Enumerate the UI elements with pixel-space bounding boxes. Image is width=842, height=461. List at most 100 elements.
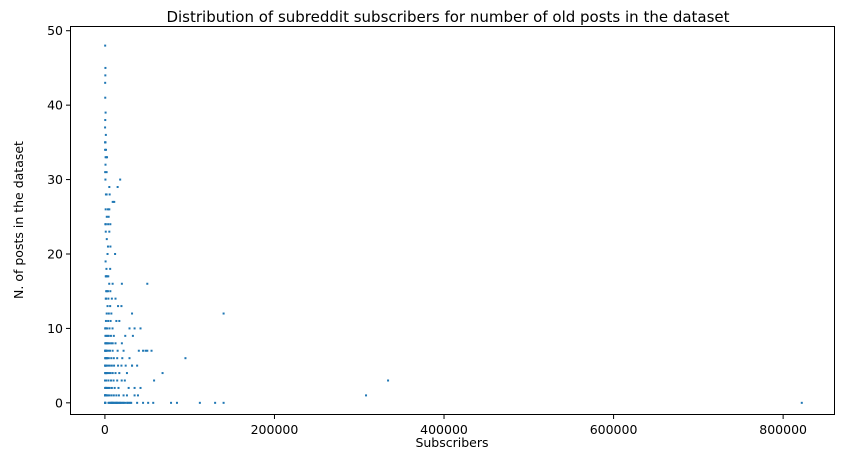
data-point — [105, 379, 108, 382]
data-point — [120, 342, 123, 345]
data-point — [108, 230, 111, 233]
data-point — [147, 401, 150, 404]
data-point — [109, 245, 112, 248]
data-point — [109, 305, 112, 308]
data-point — [117, 364, 120, 367]
data-point — [113, 200, 116, 203]
data-point — [105, 312, 108, 315]
data-point — [108, 186, 111, 189]
data-point — [107, 312, 110, 315]
data-point — [105, 297, 108, 300]
y-tick-label: 0 — [55, 395, 63, 410]
x-tick-label: 200000 — [251, 422, 299, 437]
data-point — [104, 319, 107, 322]
data-point — [119, 178, 122, 181]
y-tick-label: 30 — [47, 172, 63, 187]
data-point — [105, 364, 108, 367]
data-point — [122, 349, 125, 352]
data-point — [117, 394, 120, 397]
data-point — [125, 394, 128, 397]
data-point — [109, 349, 111, 352]
data-point — [113, 401, 116, 404]
data-point — [105, 215, 108, 218]
data-point — [146, 349, 149, 352]
data-point — [142, 349, 145, 352]
data-point — [116, 401, 119, 404]
data-point — [110, 297, 113, 300]
data-point — [111, 200, 114, 203]
data-point — [108, 386, 111, 389]
x-tick-label: 600000 — [590, 422, 638, 437]
data-point — [105, 275, 108, 278]
data-point — [111, 372, 114, 375]
data-point — [107, 319, 110, 322]
data-point — [114, 401, 117, 404]
data-point — [107, 349, 110, 352]
data-point — [107, 215, 110, 218]
data-point — [222, 401, 225, 404]
data-point — [120, 282, 123, 285]
data-point — [133, 327, 136, 330]
data-point — [120, 379, 123, 382]
data-point — [104, 223, 107, 226]
data-point — [222, 312, 225, 315]
data-point — [109, 319, 112, 322]
data-point — [108, 282, 111, 285]
data-point — [114, 297, 117, 300]
plot-frame — [70, 26, 835, 415]
data-point — [106, 245, 109, 248]
data-point — [121, 401, 124, 404]
data-point — [110, 312, 113, 315]
data-point — [107, 297, 110, 300]
data-point — [104, 334, 107, 337]
data-point — [106, 156, 109, 159]
data-point — [800, 401, 803, 404]
data-point — [117, 305, 120, 308]
data-point — [104, 327, 107, 330]
data-point — [170, 401, 173, 404]
data-point — [131, 364, 134, 367]
data-point — [106, 394, 109, 397]
data-point — [111, 342, 114, 345]
y-tick-label: 10 — [47, 321, 63, 336]
data-point — [107, 357, 110, 360]
data-point — [109, 372, 112, 375]
data-point — [123, 379, 126, 382]
data-point — [112, 379, 115, 382]
data-point — [106, 386, 109, 389]
data-point — [133, 394, 136, 397]
data-point — [146, 282, 149, 285]
data-point — [122, 394, 125, 397]
data-point — [104, 171, 107, 174]
data-point — [107, 401, 110, 404]
data-point — [106, 357, 109, 360]
data-point — [127, 386, 130, 389]
data-point — [110, 364, 113, 367]
data-point — [111, 282, 114, 285]
data-point — [112, 357, 115, 360]
data-point — [112, 394, 115, 397]
data-point — [118, 372, 121, 375]
data-point — [107, 386, 110, 389]
data-point — [125, 372, 128, 375]
data-point — [107, 223, 110, 226]
data-point — [109, 223, 112, 226]
data-point — [118, 319, 121, 322]
data-point — [104, 111, 107, 114]
data-point — [116, 186, 119, 189]
x-tick-label: 800000 — [759, 422, 807, 437]
data-point — [108, 364, 111, 367]
data-point — [104, 178, 107, 181]
data-point — [110, 342, 113, 345]
x-axis-label: Subscribers — [415, 435, 488, 450]
data-point — [198, 401, 201, 404]
data-point — [104, 44, 107, 47]
data-point — [104, 156, 107, 159]
data-point — [133, 386, 136, 389]
data-point — [108, 342, 111, 345]
data-point — [365, 394, 368, 397]
data-point — [387, 379, 390, 382]
data-point — [108, 394, 111, 397]
data-point — [107, 379, 110, 382]
data-point — [111, 401, 114, 404]
